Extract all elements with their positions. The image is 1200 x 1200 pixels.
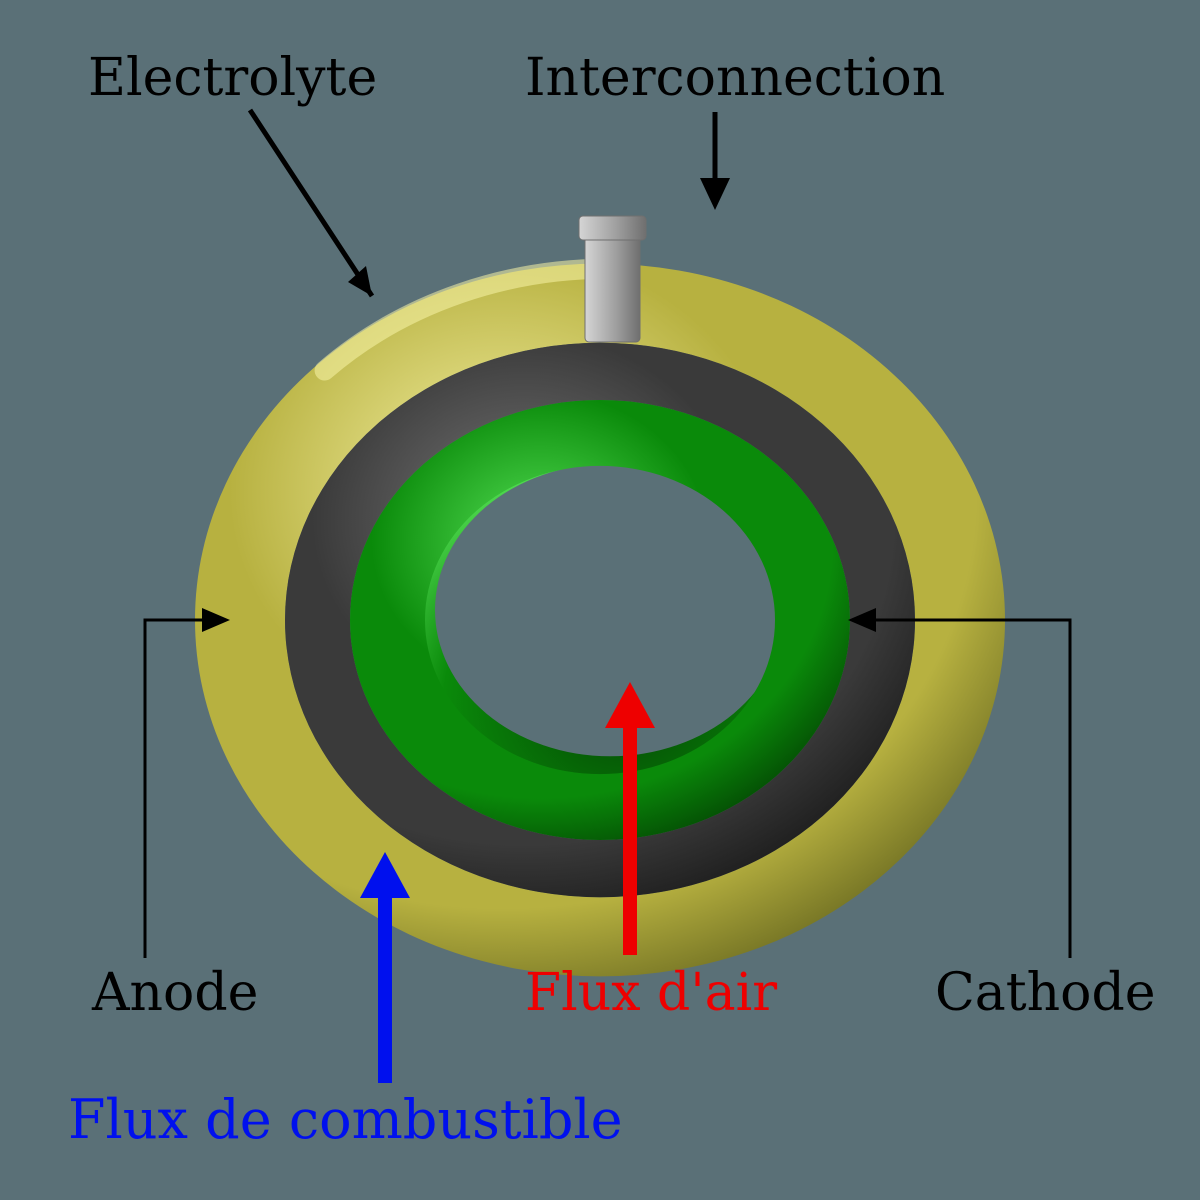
label-cathode: Cathode: [935, 963, 1156, 1023]
interconnect-cap: [579, 216, 646, 240]
label-fluxAir: Flux d'air: [525, 963, 777, 1023]
label-anode: Anode: [91, 963, 258, 1023]
label-fluxFuel: Flux de combustible: [68, 1088, 623, 1151]
label-interconnection: Interconnection: [525, 48, 945, 108]
interconnect-block: [579, 216, 646, 342]
label-electrolyte: Electrolyte: [88, 48, 377, 108]
